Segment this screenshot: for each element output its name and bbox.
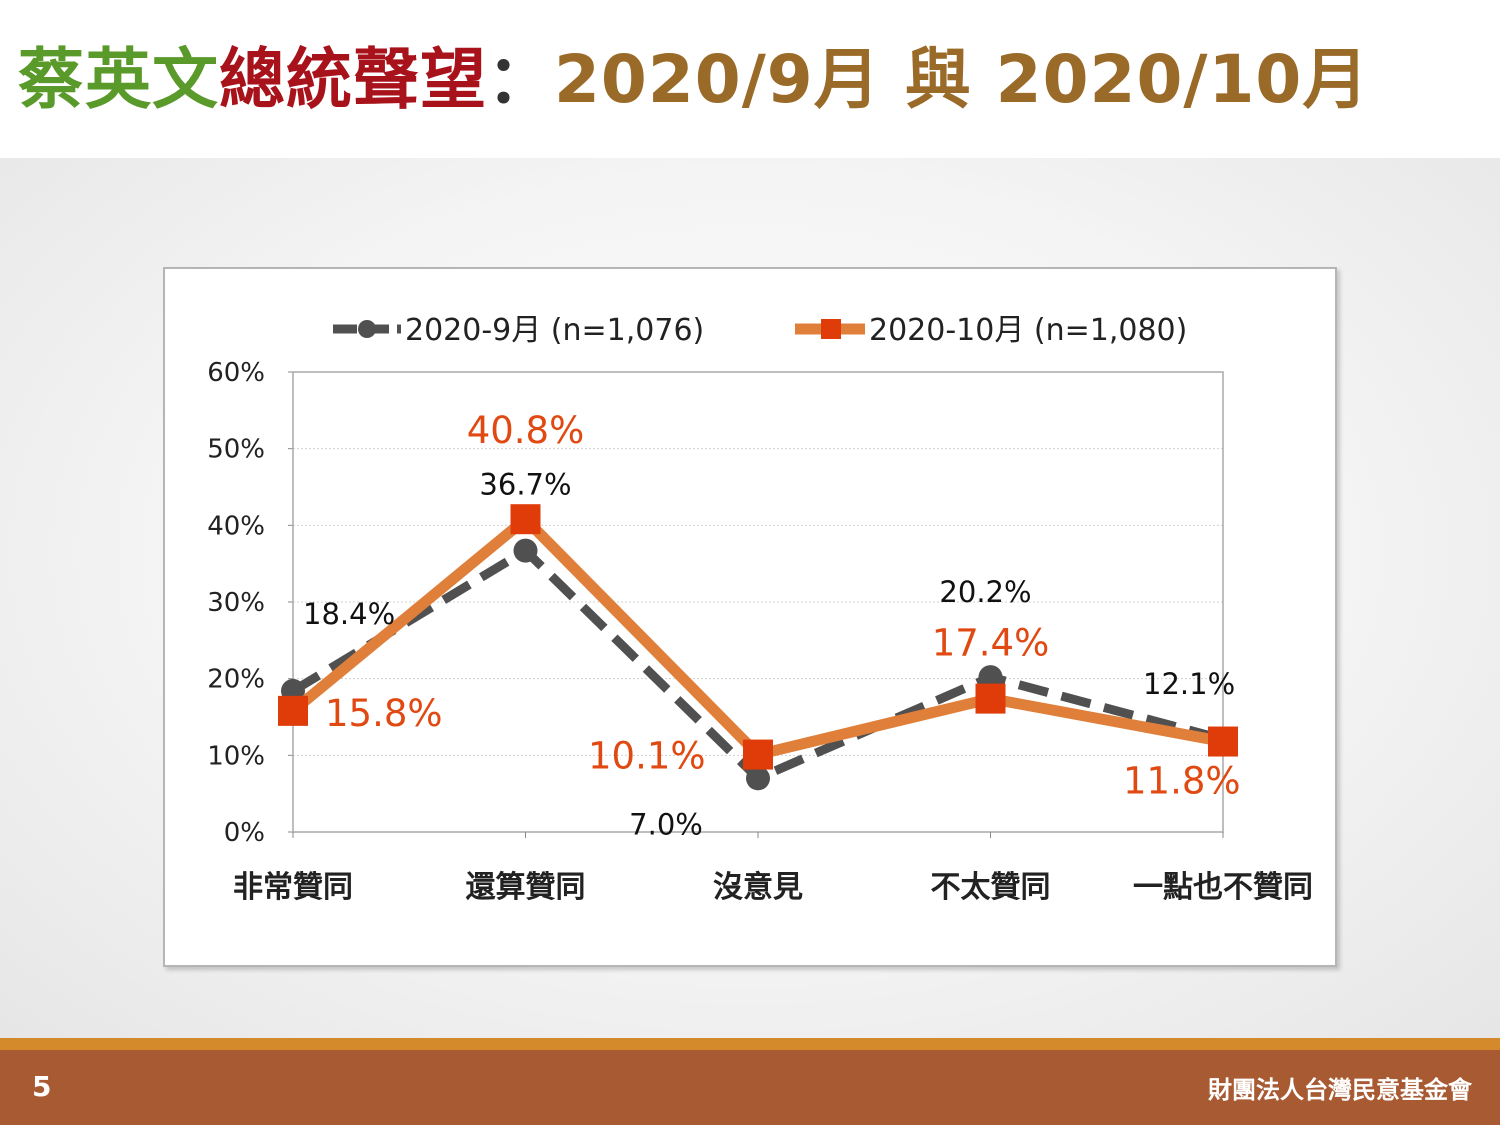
chart-frame: 0% 10% 20% 30% 40% 50% 60% 非常贊同 還算贊同 沒意見 不太贊同 一點也不贊… [163, 267, 1337, 967]
point-2020-10 [278, 695, 308, 726]
y-tick-label: 40% [207, 511, 265, 541]
legend-label-2020-09: 2020-9月 (n=1,076) [405, 313, 704, 348]
legend-layer: 2020-9月 (n=1,076) 2020-10月 (n=1,080) [333, 313, 1187, 348]
y-tick-label: 20% [207, 665, 265, 695]
title-period: 2020/9月 與 2020/10月 [554, 41, 1370, 118]
y-tick-label: 60% [207, 358, 265, 388]
data-label-2020-09: 18.4% [303, 597, 395, 631]
footer-accent-line [0, 1038, 1500, 1050]
point-2020-09 [746, 766, 770, 791]
x-category-label: 一點也不贊同 [1133, 870, 1313, 905]
y-tick-label: 30% [207, 588, 265, 618]
data-label-2020-10: 11.8% [1123, 760, 1241, 803]
point-2020-09 [513, 538, 538, 563]
data-label-2020-09: 12.1% [1143, 667, 1235, 701]
y-tick-label: 0% [224, 818, 265, 848]
legend-marker-2020-09 [358, 320, 376, 338]
point-2020-10 [743, 739, 773, 770]
label-layer: 18.4% 36.7% 7.0% 20.2% 12.1% 15.8% 40.8% 10.1% 1… [303, 409, 1241, 841]
slide-footer: 5 財團法人台灣民意基金會 [0, 1050, 1500, 1125]
title-approval: 總統聲望 [219, 41, 487, 118]
organization-name: 財團法人台灣民意基金會 [1208, 1076, 1472, 1104]
x-category-label: 不太贊同 [931, 870, 1051, 905]
data-label-2020-09: 7.0% [629, 807, 703, 841]
data-label-2020-10: 40.8% [467, 409, 585, 452]
title-colon: ： [487, 41, 554, 118]
slide-header: 蔡英文總統聲望：2020/9月 與 2020/10月 [0, 0, 1500, 158]
point-2020-10 [510, 504, 541, 535]
point-2020-10 [1208, 726, 1238, 757]
y-tick-label: 50% [207, 435, 265, 465]
legend-marker-2020-10 [821, 319, 841, 339]
data-label-2020-10: 15.8% [325, 692, 443, 735]
data-label-2020-09: 36.7% [479, 468, 571, 502]
point-2020-10 [975, 683, 1006, 714]
data-label-2020-10: 17.4% [932, 622, 1050, 665]
y-tick-label: 10% [207, 741, 265, 771]
slide-title: 蔡英文總統聲望：2020/9月 與 2020/10月 [18, 40, 1369, 119]
x-category-label: 非常贊同 [233, 870, 353, 905]
series-layer [278, 504, 1238, 791]
data-label-2020-09: 20.2% [939, 575, 1031, 609]
x-category-label: 還算贊同 [466, 870, 586, 905]
page-number: 5 [32, 1070, 52, 1103]
point-2020-09 [978, 665, 1003, 690]
line-chart: 0% 10% 20% 30% 40% 50% 60% 非常贊同 還算贊同 沒意見 不太贊同 一點也不贊… [207, 313, 1313, 905]
title-president-name: 蔡英文 [18, 41, 219, 118]
legend-label-2020-10: 2020-10月 (n=1,080) [869, 313, 1187, 348]
x-category-label: 沒意見 [713, 870, 803, 905]
axis-layer: 0% 10% 20% 30% 40% 50% 60% 非常贊同 還算贊同 沒意見 不太贊同 一點也不贊… [207, 358, 1313, 905]
data-label-2020-10: 10.1% [588, 735, 706, 778]
